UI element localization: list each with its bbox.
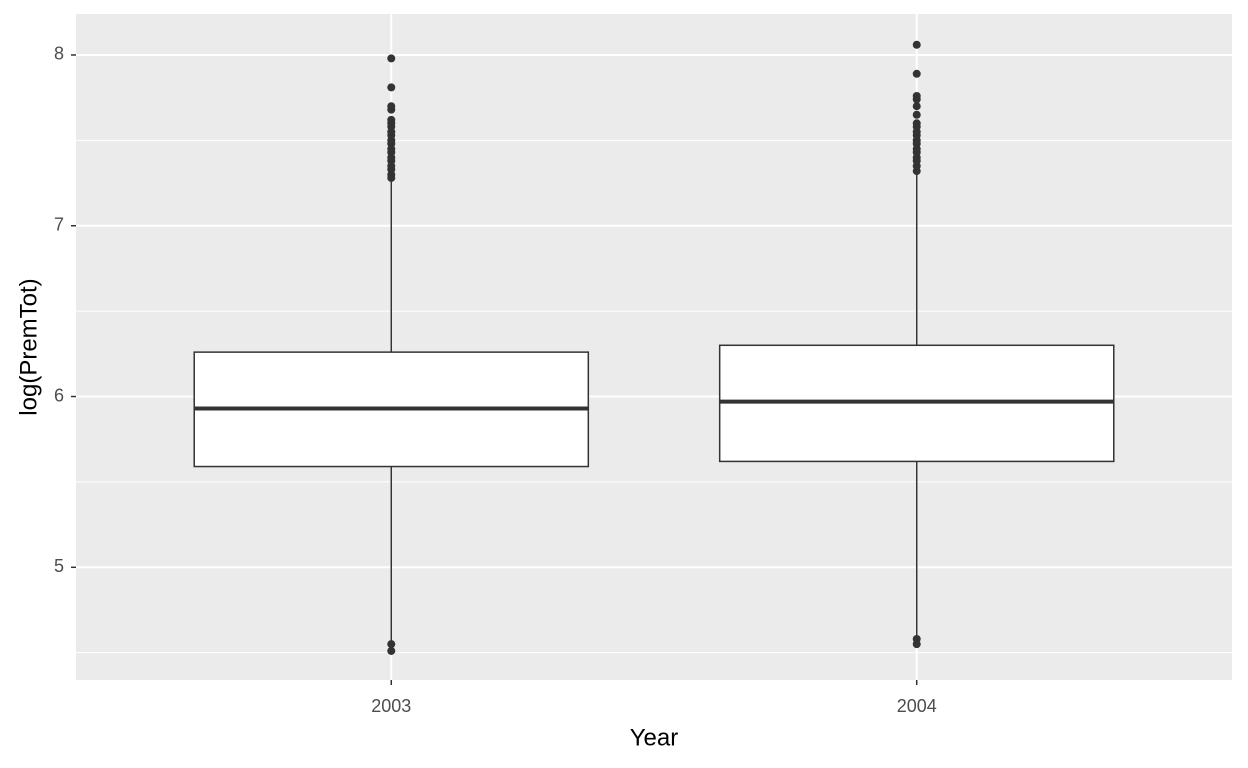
y-tick-label: 5 [54,556,64,576]
outlier [387,115,396,124]
outlier [912,91,921,100]
x-tick-label: 2003 [371,696,411,716]
outlier [912,110,921,119]
outlier [912,102,921,111]
y-axis-title: log(PremTot) [15,278,42,415]
outlier [387,102,396,111]
x-axis-title: Year [630,724,679,751]
y-tick-label: 7 [54,215,64,235]
outlier [387,54,396,63]
outlier [912,119,921,128]
outlier [387,83,396,92]
outlier [912,69,921,78]
outlier [387,646,396,655]
y-tick-label: 8 [54,44,64,64]
y-tick-label: 6 [54,385,64,405]
outlier [912,635,921,644]
x-tick-label: 2004 [897,696,937,716]
outlier [912,40,921,49]
outlier [387,640,396,649]
